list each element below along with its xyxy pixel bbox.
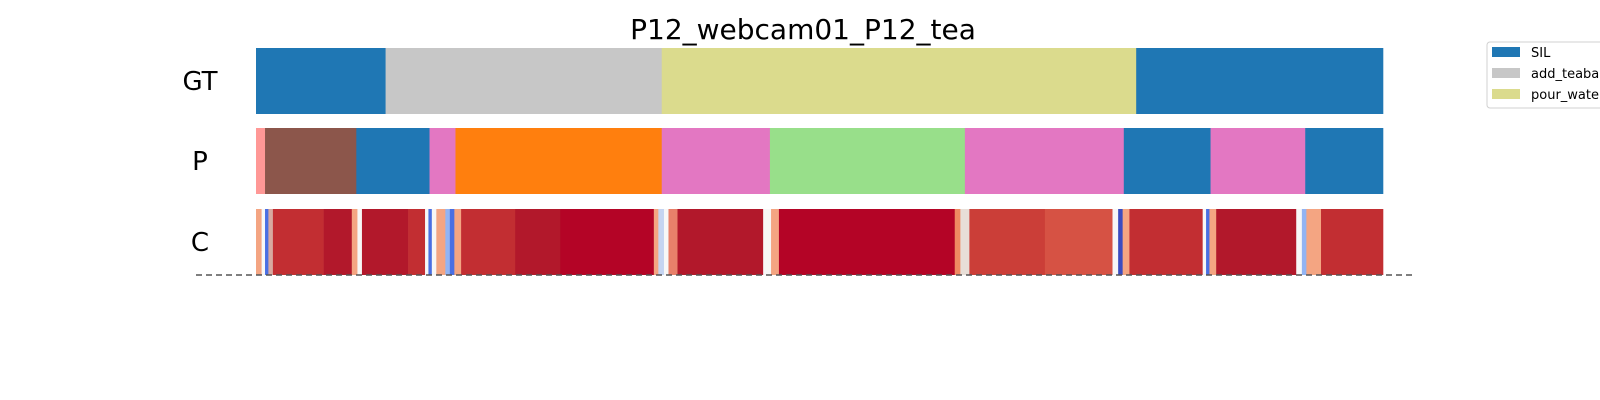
legend-label: pour_wate	[1531, 88, 1599, 103]
segment	[351, 209, 358, 275]
row-c: C	[191, 209, 1384, 275]
segment	[1209, 209, 1217, 275]
segment	[663, 209, 669, 275]
segment	[361, 209, 409, 275]
segment	[1305, 128, 1384, 194]
segment	[658, 209, 665, 275]
segment	[445, 209, 451, 275]
segment	[428, 209, 433, 275]
segment	[1112, 209, 1119, 275]
segment	[515, 209, 561, 275]
segment	[455, 128, 663, 194]
segment	[969, 209, 1046, 275]
segment	[954, 209, 961, 275]
segment	[385, 48, 663, 114]
segment	[265, 128, 357, 194]
legend-label: SIL	[1531, 46, 1551, 61]
segment	[1118, 209, 1123, 275]
segment	[449, 209, 455, 275]
segment	[357, 209, 363, 275]
segment	[653, 209, 659, 275]
segment	[268, 209, 274, 275]
segment	[1301, 209, 1307, 275]
row-label: GT	[182, 67, 217, 97]
segment	[1136, 48, 1384, 114]
segment	[1044, 209, 1113, 275]
segment	[323, 209, 353, 275]
segment	[425, 209, 429, 275]
segment	[436, 209, 446, 275]
chart-title: P12_webcam01_P12_tea	[630, 13, 976, 46]
legend: SIL add_teaba pour_wate	[1486, 41, 1600, 109]
segment	[256, 48, 386, 114]
segment	[960, 209, 970, 275]
segment	[256, 128, 266, 194]
segment	[1216, 209, 1297, 275]
legend-swatch	[1492, 68, 1520, 78]
segment	[769, 128, 966, 194]
segment	[408, 209, 426, 275]
segment	[256, 209, 262, 275]
segment	[661, 128, 771, 194]
segment	[429, 128, 456, 194]
segment	[668, 209, 678, 275]
segment	[461, 209, 516, 275]
segment	[771, 209, 780, 275]
legend-swatch	[1492, 89, 1520, 99]
row-label: C	[191, 228, 209, 258]
segment	[661, 48, 1137, 114]
segment	[964, 128, 1125, 194]
segment	[356, 128, 430, 194]
segment	[677, 209, 764, 275]
segment	[431, 209, 437, 275]
segment	[1296, 209, 1303, 275]
segment	[272, 209, 324, 275]
segment	[1321, 209, 1384, 275]
segment	[560, 209, 655, 275]
segment	[1129, 209, 1203, 275]
segment	[1123, 128, 1211, 194]
legend-swatch	[1492, 47, 1520, 57]
segment	[763, 209, 772, 275]
segment	[778, 209, 956, 275]
row-p: P	[192, 128, 1384, 194]
segment	[261, 209, 266, 275]
segment	[1202, 209, 1207, 275]
segment	[454, 209, 462, 275]
segment	[1206, 209, 1210, 275]
row-label: P	[192, 147, 208, 177]
segment-rows: GT P C	[182, 48, 1384, 275]
segment	[1210, 128, 1306, 194]
segment	[1122, 209, 1130, 275]
segment	[1306, 209, 1322, 275]
legend-label: add_teaba	[1531, 67, 1599, 82]
row-gt: GT	[182, 48, 1384, 114]
segment	[265, 209, 269, 275]
